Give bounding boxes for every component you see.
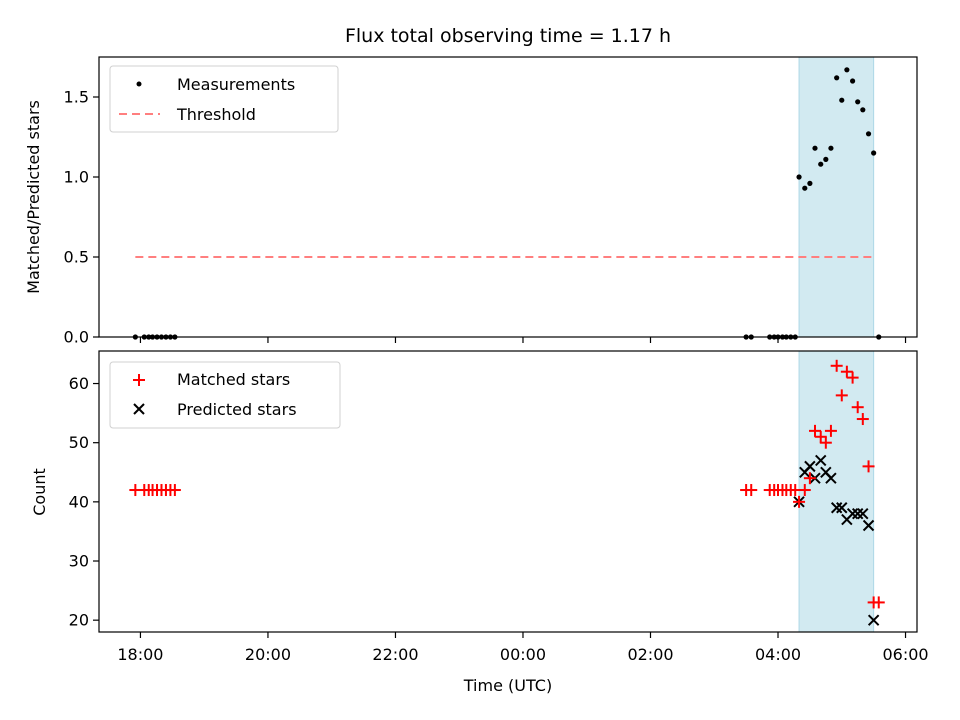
predicted-star-stroke [830, 502, 843, 514]
bottom-ytick-label: 60 [69, 374, 89, 393]
bottom-ytick-label: 20 [69, 611, 89, 630]
legend-threshold-label: Threshold [176, 105, 256, 124]
predicted-star-stroke [815, 454, 827, 467]
top-ytick-label: 1.5 [64, 88, 89, 107]
matched-star-point [745, 484, 758, 497]
legend-measurements-label: Measurements [177, 75, 295, 94]
predicted-star-point [830, 502, 843, 514]
matched-star-point [793, 495, 806, 508]
chart-title: Flux total observing time = 1.17 h [345, 25, 671, 47]
measurement-point [839, 97, 845, 103]
bottom-xtick-label: 04:00 [755, 645, 801, 664]
bottom-xtick-label: 18:00 [117, 645, 163, 664]
predicted-star-point [815, 454, 827, 467]
bottom-y-axis-label: Count [30, 468, 49, 516]
bottom-xtick-label: 00:00 [500, 645, 546, 664]
predicted-star-stroke [862, 519, 875, 532]
legend-predicted-label: Predicted stars [177, 400, 297, 419]
bottom-legend: Matched stars Predicted stars [109, 361, 341, 429]
predicted-star-point [846, 507, 859, 520]
predicted-star-stroke [820, 466, 832, 478]
matched-star-point [862, 460, 875, 473]
measurement-point [865, 131, 872, 137]
bottom-xtick-label: 06:00 [882, 645, 928, 664]
measurement-point [844, 67, 850, 73]
top-ytick-label: 0.5 [64, 248, 89, 267]
legend-measurements-marker [136, 81, 142, 87]
measurement-point [828, 145, 834, 151]
measurement-point [807, 180, 813, 186]
bottom-axes-frame [98, 350, 918, 633]
predicted-star-stroke [825, 472, 837, 484]
measurement-point [802, 185, 808, 191]
measurement-point [850, 78, 856, 84]
legend-predicted-marker [133, 403, 145, 415]
top-y-axis-label: Matched/Predicted stars [24, 100, 43, 294]
predicted-star-stroke [867, 614, 880, 626]
matched-star-point [168, 484, 181, 497]
predicted-star-stroke [836, 502, 848, 514]
measurement-point [812, 145, 818, 151]
matched-star-point [872, 596, 885, 609]
predicted-star-stroke [804, 460, 816, 473]
legend-matched-marker [133, 374, 145, 386]
matched-star-point [846, 371, 859, 384]
matched-star-point [803, 472, 816, 485]
measurement-point [834, 75, 840, 81]
bottom-ytick-label: 50 [69, 433, 89, 452]
predicted-star-point [825, 472, 837, 484]
predicted-star-point [836, 502, 848, 514]
top-ytick-label: 1.0 [64, 168, 89, 187]
measurement-point [818, 161, 824, 167]
matched-star-point [856, 413, 869, 426]
measurement-point [823, 156, 829, 162]
matched-star-point [830, 359, 843, 372]
predicted-star-point [862, 519, 875, 532]
predicted-star-point [857, 507, 869, 520]
top-legend-box [109, 65, 339, 133]
predicted-star-stroke [857, 507, 869, 520]
matched-star-point [835, 389, 848, 402]
bottom-xtick-label: 20:00 [245, 645, 291, 664]
measurement-point [860, 107, 866, 113]
predicted-star-point [804, 460, 816, 473]
top-ytick-label: 0.0 [64, 328, 89, 347]
predicted-star-stroke [846, 507, 859, 520]
bottom-xtick-label: 02:00 [627, 645, 673, 664]
measurement-point [796, 174, 802, 180]
matched-star-point [798, 484, 811, 497]
measurement-point [871, 150, 877, 156]
top-axes-frame [98, 56, 918, 338]
bottom-ytick-label: 40 [69, 492, 89, 511]
measurement-point [855, 99, 861, 105]
top-panel: 0.0 0.5 1.0 1.5 Matched/Predicted stars Mea… [24, 56, 918, 347]
bottom-ytick-label: 30 [69, 552, 89, 571]
matched-star-point [819, 436, 832, 449]
top-observing-span [798, 56, 875, 338]
bottom-legend-box [109, 361, 341, 429]
predicted-star-point [851, 507, 864, 520]
x-axis-label: Time (UTC) [463, 676, 552, 695]
matched-star-point [814, 430, 827, 443]
top-legend: Measurements Threshold [109, 65, 339, 133]
matched-star-point [824, 424, 837, 437]
predicted-star-point [867, 614, 880, 626]
matched-star-point [808, 424, 821, 437]
bottom-xtick-label: 22:00 [372, 645, 418, 664]
bottom-observing-span [798, 350, 875, 633]
bottom-panel: 20 30 40 50 60 18:00 20:00 22:00 00:00 02:00 04:0… [30, 350, 929, 695]
predicted-star-stroke [851, 507, 864, 520]
legend-matched-label: Matched stars [177, 370, 290, 389]
matched-star-point [840, 365, 853, 378]
matched-star-point [851, 401, 864, 414]
